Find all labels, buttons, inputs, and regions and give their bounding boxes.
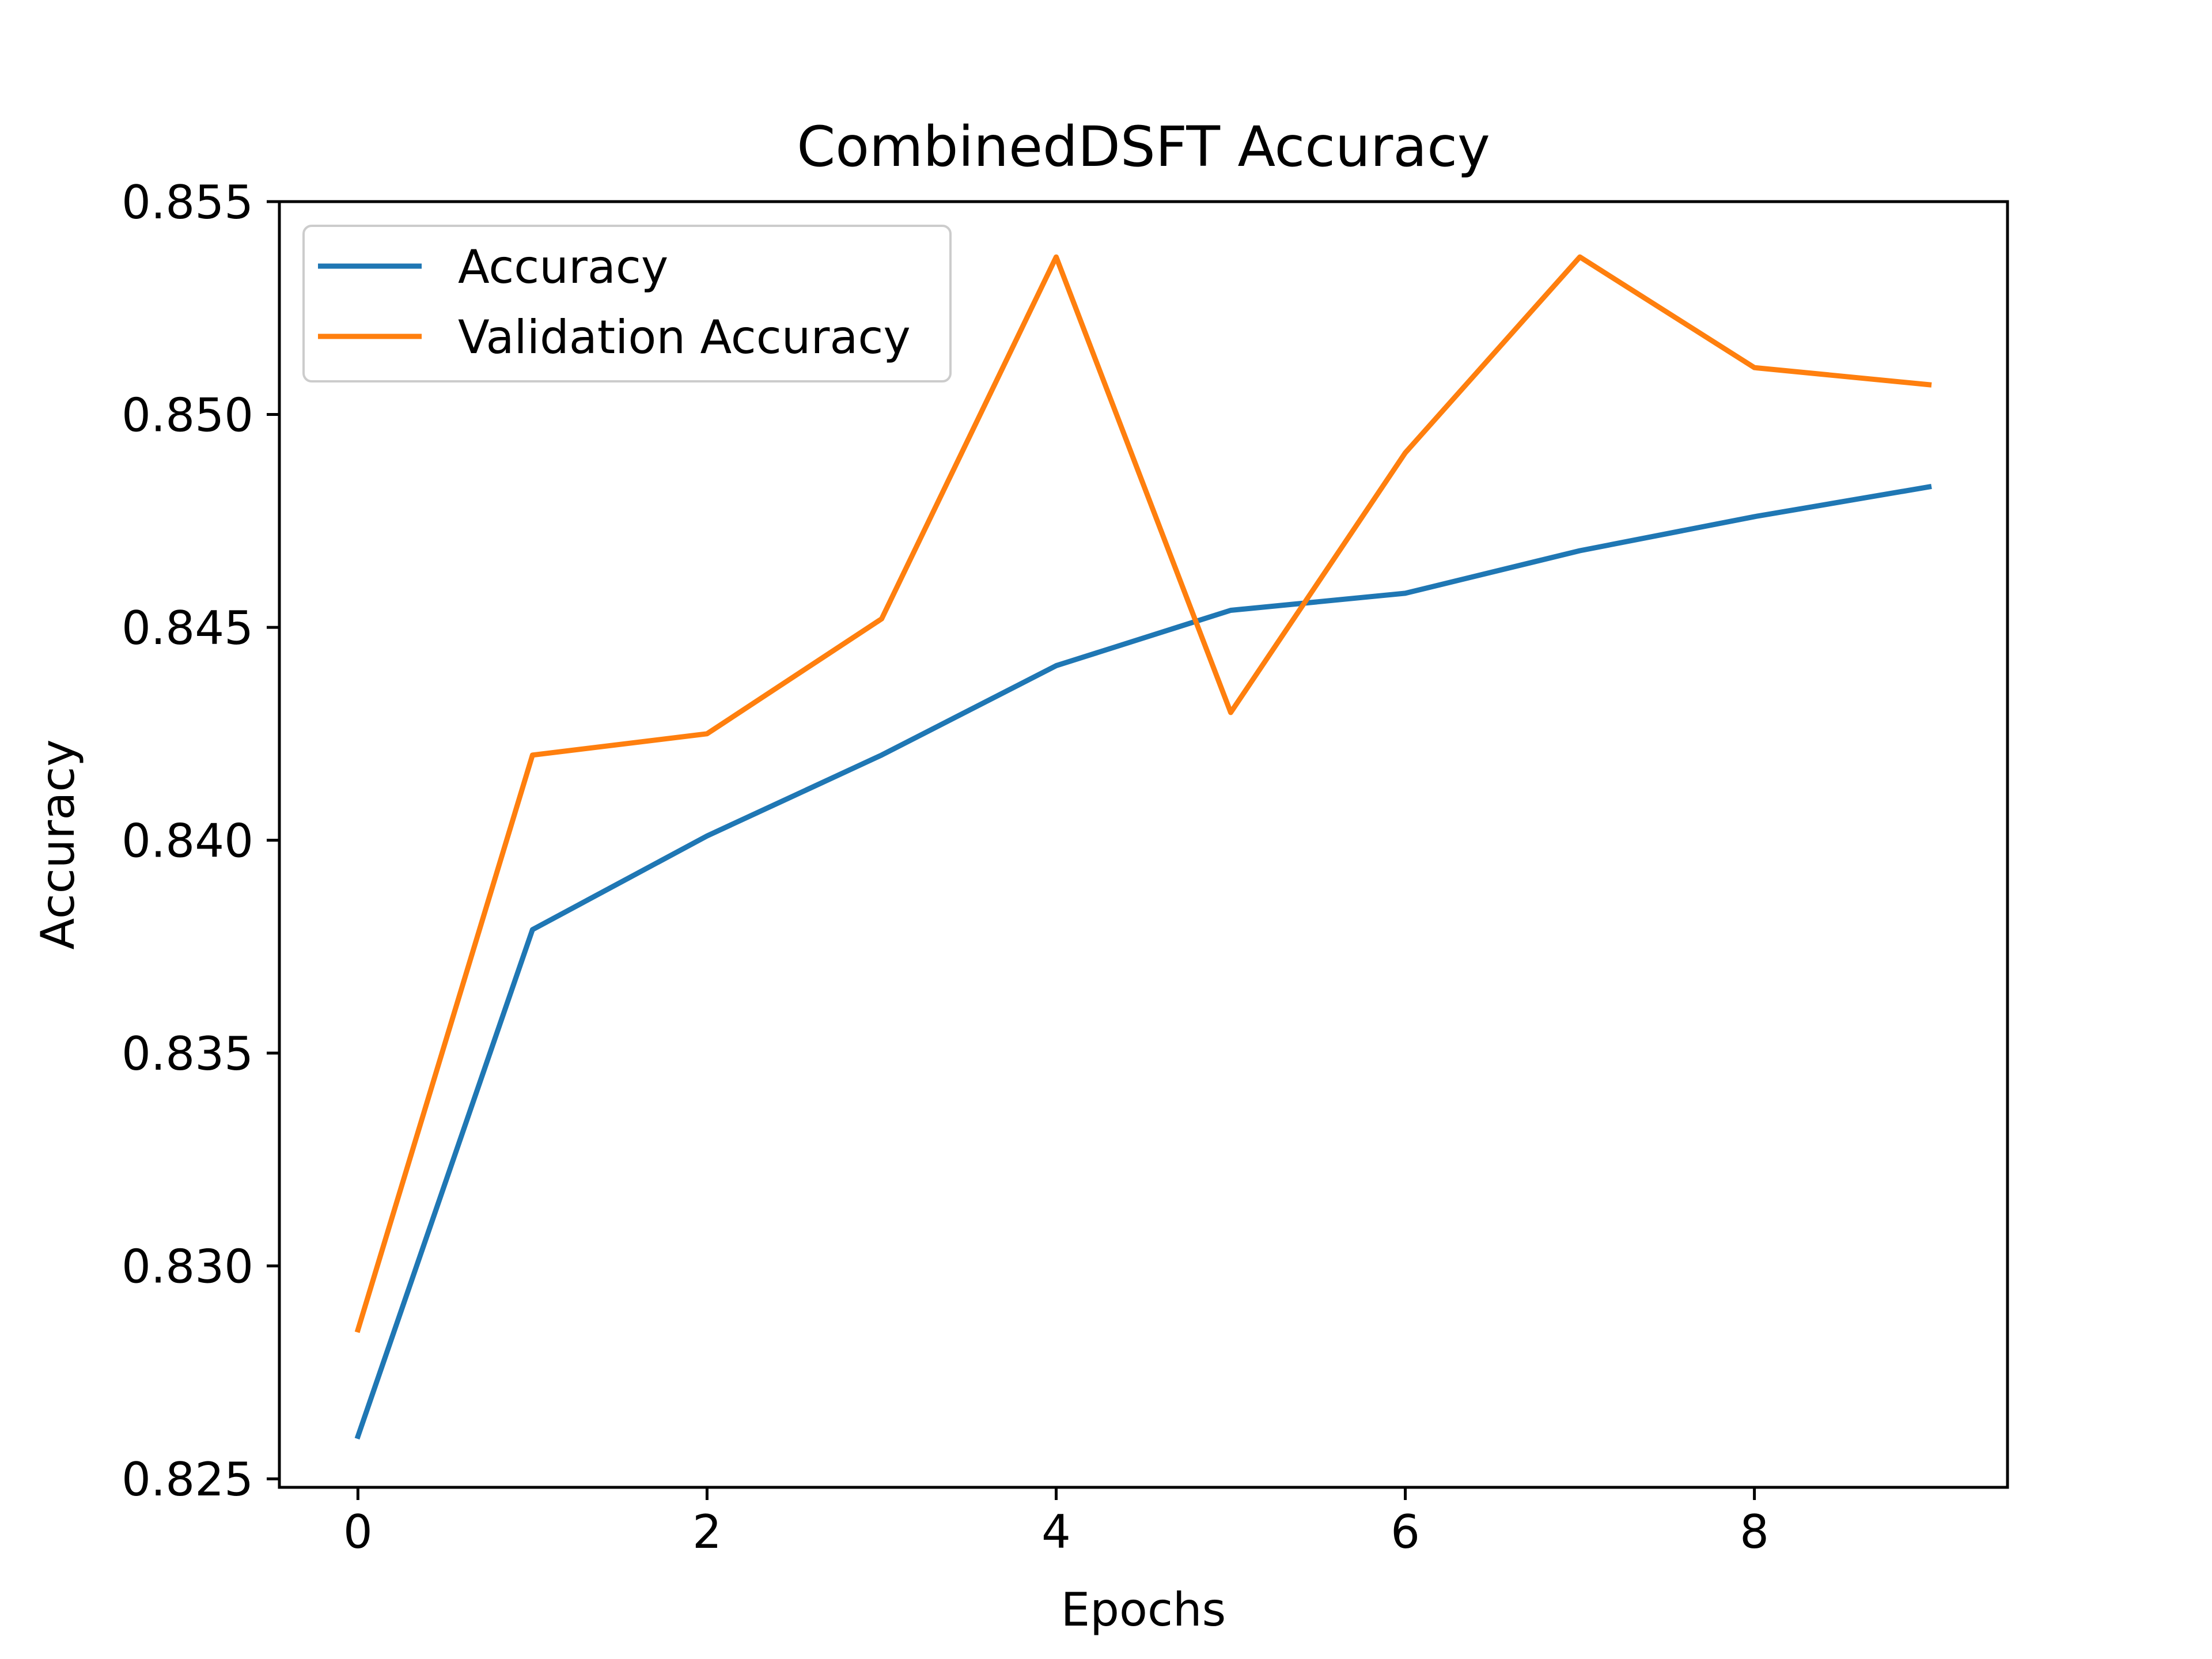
x-axis-label: Epochs bbox=[1061, 1583, 1226, 1637]
series-layer bbox=[354, 254, 1932, 1440]
y-tick-label: 0.835 bbox=[122, 1027, 253, 1081]
plot-area bbox=[278, 200, 2009, 1489]
y-tick-label: 0.855 bbox=[122, 176, 253, 229]
series-line-validation-accuracy bbox=[354, 254, 1932, 1334]
y-tick-label: 0.825 bbox=[122, 1453, 253, 1506]
x-tick-label: 2 bbox=[692, 1505, 722, 1559]
legend: Accuracy Validation Accuracy bbox=[302, 225, 952, 382]
y-tick-label: 0.850 bbox=[122, 389, 253, 442]
y-axis-label: Accuracy bbox=[31, 739, 85, 949]
x-tick-label: 6 bbox=[1391, 1505, 1420, 1559]
plot-frame bbox=[278, 200, 2009, 1489]
y-tick-label: 0.830 bbox=[122, 1240, 253, 1294]
y-tick-label: 0.840 bbox=[122, 815, 253, 868]
x-tick-label: 8 bbox=[1740, 1505, 1769, 1559]
y-axis-ticks: 0.825 0.830 0.835 0.840 0.845 0.850 0.855 bbox=[122, 176, 279, 1506]
series-line-accuracy bbox=[354, 484, 1932, 1440]
legend-label-validation-accuracy: Validation Accuracy bbox=[458, 310, 911, 364]
legend-label-accuracy: Accuracy bbox=[458, 240, 668, 294]
x-tick-label: 0 bbox=[343, 1505, 373, 1559]
x-tick-label: 4 bbox=[1041, 1505, 1071, 1559]
chart-title: CombinedDSFT Accuracy bbox=[797, 115, 1490, 179]
y-tick-label: 0.845 bbox=[122, 601, 253, 655]
legend-box bbox=[302, 225, 952, 382]
x-axis-ticks: 0 2 4 6 8 bbox=[343, 1487, 1769, 1559]
